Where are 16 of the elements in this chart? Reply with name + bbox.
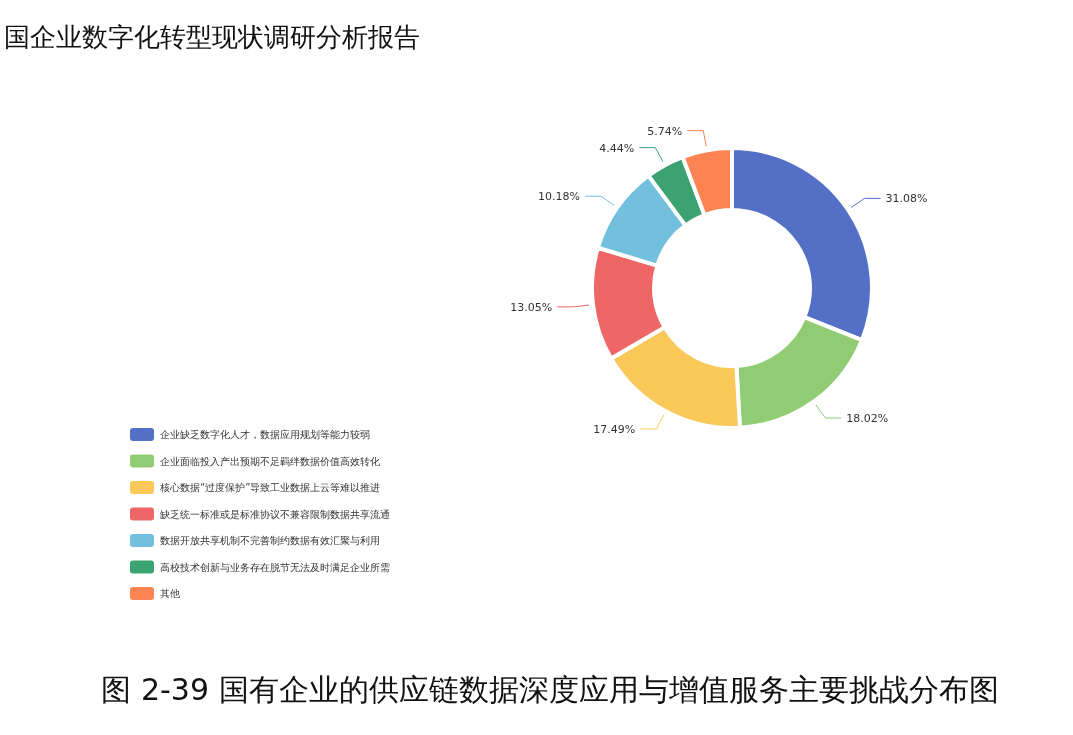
data-label: 13.05% [510,300,553,314]
caption: 图 2-39 国有企业的供应链数据深度应用与增值服务主要挑战分布图 [101,672,999,707]
legend-label: 高校技术创新与业务存在脱节无法及时满足企业所需 [160,561,390,573]
data-label: 18.02% [846,411,889,425]
legend-label: 企业缺乏数字化人才，数据应用规划等能力较弱 [160,429,370,440]
legend-label: 缺乏统一标准或是标准协议不兼容限制数据共享流通 [160,508,390,520]
legend-label: 数据开放共享机制不完善制约数据有效汇聚与利用 [160,535,380,546]
legend-label: 其他 [160,588,180,599]
legend-label: 核心数据“过度保护”导致工业数据上云等难以推进 [159,482,381,493]
data-label: 31.08% [885,192,928,206]
data-label: 4.44% [599,141,635,155]
data-label: 10.18% [538,190,580,204]
data-label: 17.49% [593,422,636,436]
legend-label: 企业面临投入产出预期不足羁绊数据价值高效转化 [160,455,380,467]
chart-title: 国企业数字化转型现状调研分析报告 [4,22,420,52]
data-label: 5.74% [647,124,683,138]
